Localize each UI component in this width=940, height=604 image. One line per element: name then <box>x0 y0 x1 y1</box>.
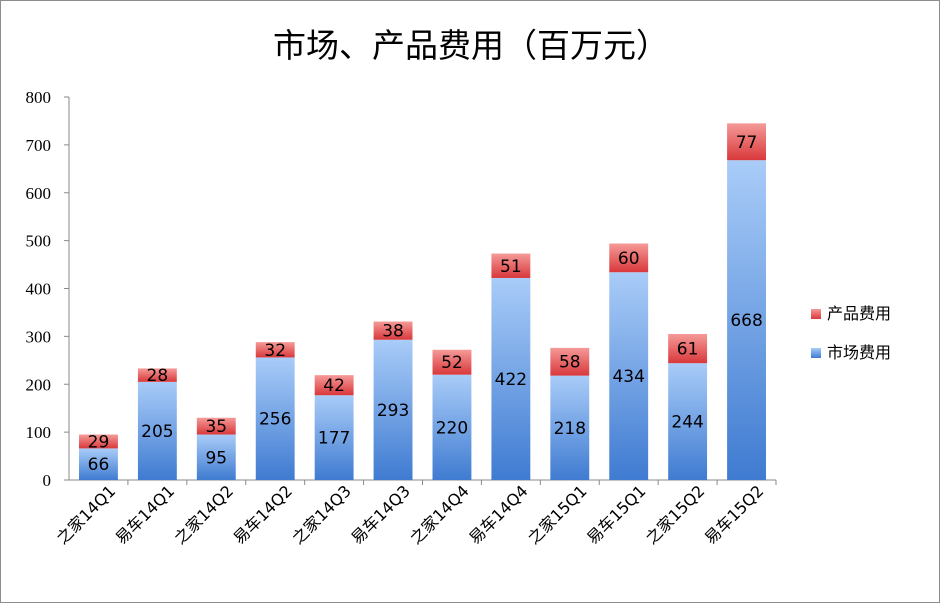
y-tick-label: 800 <box>26 88 52 107</box>
y-tick-label: 200 <box>26 375 52 394</box>
legend-item-market-fee-swatch <box>811 348 821 358</box>
bar-market-fee <box>550 375 590 480</box>
x-category-label: 易车15Q1 <box>583 481 650 548</box>
data-label-market-fee: 422 <box>495 370 527 390</box>
data-label-market-fee: 434 <box>612 367 644 387</box>
y-tick-label: 100 <box>26 423 52 442</box>
legend-item-product-fee-swatch <box>811 309 821 319</box>
x-category-label: 之家14Q4 <box>406 481 473 548</box>
bar-market-fee <box>727 160 766 480</box>
x-category-label: 易车14Q3 <box>347 481 414 548</box>
bar-product-fee <box>373 321 413 340</box>
bar-market-fee <box>668 363 708 480</box>
bar-market-fee <box>196 434 236 480</box>
data-label-product-fee: 28 <box>147 366 169 386</box>
x-category-label: 易车14Q2 <box>229 481 296 548</box>
bar-product-fee <box>196 417 236 435</box>
data-label-market-fee: 244 <box>671 413 703 433</box>
bar-product-fee <box>550 347 590 376</box>
data-label-product-fee: 32 <box>264 341 286 361</box>
data-label-product-fee: 29 <box>88 432 110 452</box>
data-label-product-fee: 52 <box>441 353 463 373</box>
bar-market-fee <box>491 277 531 480</box>
data-label-product-fee: 38 <box>382 322 404 342</box>
y-tick-label: 700 <box>26 136 52 155</box>
data-label-market-fee: 205 <box>141 422 173 442</box>
bar-market-fee <box>432 374 472 480</box>
x-category-label: 易车14Q4 <box>465 481 532 548</box>
bar-product-fee <box>137 368 177 382</box>
bar-product-fee <box>609 243 649 273</box>
x-category-label: 易车15Q2 <box>701 481 768 548</box>
y-tick-label: 500 <box>26 232 52 251</box>
bar-market-fee <box>79 448 118 480</box>
x-category-label: 之家15Q2 <box>642 481 709 548</box>
x-category-label: 之家14Q2 <box>171 481 238 548</box>
data-label-product-fee: 35 <box>205 417 227 437</box>
data-label-product-fee: 77 <box>736 133 758 153</box>
bar-product-fee <box>255 342 295 358</box>
data-label-product-fee: 61 <box>677 340 699 360</box>
chart-title: 市场、产品费用（百万元） <box>273 26 669 65</box>
data-label-market-fee: 66 <box>88 455 110 475</box>
bar-market-fee <box>255 357 295 480</box>
y-tick-label: 0 <box>43 471 52 490</box>
bar-product-fee <box>79 434 118 449</box>
bar-product-fee <box>432 349 472 375</box>
bars: 66 29 205 28 95 35 256 32 177 42 293 38 220 52 422 51 21… <box>79 123 766 480</box>
x-category-label: 之家14Q3 <box>288 481 355 548</box>
bar-product-fee <box>727 123 766 161</box>
y-tick-label: 300 <box>26 327 52 346</box>
bar-market-fee <box>609 272 649 480</box>
data-label-market-fee: 218 <box>554 419 586 439</box>
data-label-product-fee: 51 <box>500 257 522 277</box>
x-category-label: 之家15Q1 <box>524 481 591 548</box>
y-tick-label: 400 <box>26 280 52 299</box>
data-label-market-fee: 256 <box>259 410 291 430</box>
data-label-market-fee: 220 <box>436 418 468 438</box>
legend-item-product-fee-label: 产品费用 <box>827 304 891 323</box>
data-label-product-fee: 42 <box>323 376 345 396</box>
x-category-label: 之家14Q1 <box>53 481 120 548</box>
bar-product-fee <box>491 253 531 278</box>
data-label-product-fee: 60 <box>618 249 640 269</box>
legend-item-market-fee-label: 市场费用 <box>827 343 891 362</box>
bar-product-fee <box>668 333 708 364</box>
data-label-market-fee: 177 <box>318 429 350 449</box>
y-tick-label: 600 <box>26 184 52 203</box>
x-category-label: 易车14Q1 <box>112 481 179 548</box>
bar-market-fee <box>373 339 413 480</box>
bar-product-fee <box>314 375 354 396</box>
data-label-market-fee: 668 <box>730 311 762 331</box>
bar-market-fee <box>314 395 354 480</box>
data-label-product-fee: 58 <box>559 353 581 373</box>
data-label-market-fee: 293 <box>377 401 409 421</box>
bar-market-fee <box>137 381 177 480</box>
data-label-market-fee: 95 <box>205 448 227 468</box>
